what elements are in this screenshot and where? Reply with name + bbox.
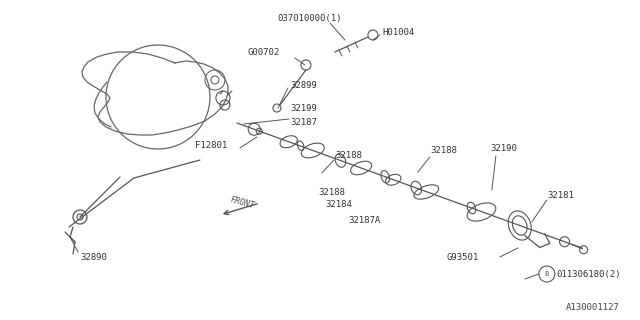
Text: F12801: F12801: [195, 140, 227, 149]
Text: G93501: G93501: [447, 253, 479, 262]
Text: 32199: 32199: [290, 103, 317, 113]
Text: 32188: 32188: [430, 146, 457, 155]
Text: FRONT: FRONT: [228, 195, 255, 210]
Text: 32184: 32184: [325, 199, 352, 209]
Text: 32188: 32188: [335, 150, 362, 159]
Text: 32188: 32188: [318, 188, 345, 196]
Text: A130001127: A130001127: [566, 303, 620, 313]
Text: H01004: H01004: [382, 28, 414, 36]
Text: G00702: G00702: [248, 47, 280, 57]
Text: 32190: 32190: [490, 143, 516, 153]
Text: 037010000(1): 037010000(1): [278, 13, 342, 22]
Text: B: B: [545, 271, 549, 277]
Text: 32187A: 32187A: [348, 215, 380, 225]
Text: 32181: 32181: [548, 190, 575, 199]
Text: 011306180(2): 011306180(2): [557, 269, 621, 278]
Text: 32187: 32187: [290, 117, 317, 126]
Text: 32899: 32899: [290, 81, 317, 90]
Text: 32890: 32890: [80, 253, 107, 262]
